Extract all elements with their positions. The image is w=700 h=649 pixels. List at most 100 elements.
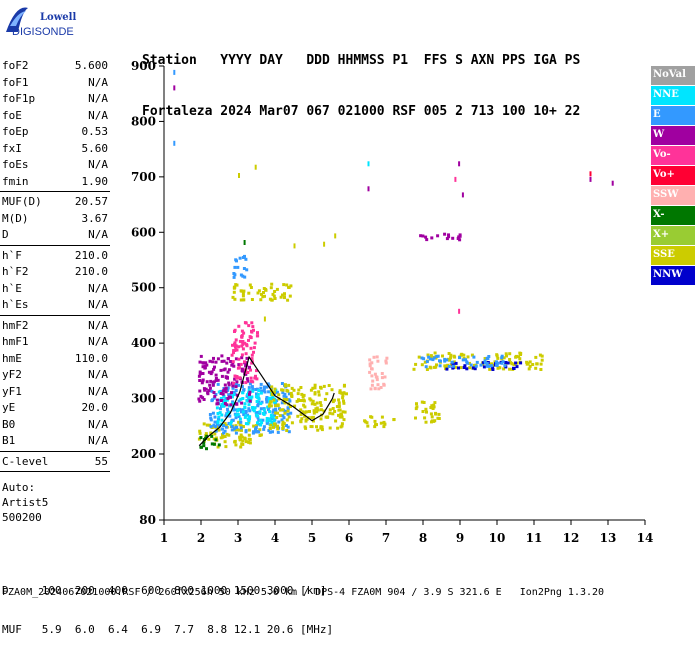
echo-point: [207, 437, 211, 441]
echo-point: [240, 428, 243, 432]
echo-point: [272, 408, 276, 412]
param-row: h`E N/A: [0, 281, 110, 298]
echo-point: [267, 397, 271, 401]
echo-point: [221, 433, 224, 437]
echo-point: [206, 391, 210, 394]
echo-point: [231, 384, 235, 388]
echo-point: [415, 402, 418, 406]
echo-point: [315, 401, 319, 405]
echo-point: [199, 354, 203, 358]
echo-point: [254, 374, 257, 378]
echo-point: [268, 417, 272, 421]
echo-point: [414, 416, 417, 420]
echo-point: [434, 356, 438, 360]
echo-point: [302, 403, 306, 407]
x-tick-label: 5: [308, 531, 316, 545]
echo-point: [370, 383, 374, 387]
legend-item: X+: [651, 226, 695, 245]
echo-point: [293, 404, 297, 408]
echo-point: [225, 361, 229, 365]
echo-point: [443, 357, 447, 361]
echo-point: [225, 398, 229, 402]
echo-point: [283, 411, 287, 415]
echo-point: [309, 388, 313, 392]
echo-point: [249, 368, 252, 372]
echo-point: [248, 409, 252, 413]
echo-point: [224, 445, 228, 449]
echo-point: [313, 392, 317, 396]
param-label: foF2: [2, 59, 29, 72]
muf-row: MUF 5.9 6.0 6.4 6.9 7.7 8.8 12.1 20.6 [M…: [2, 623, 334, 636]
echo-point: [211, 383, 215, 387]
echo-point: [514, 354, 518, 358]
param-value: N/A: [88, 158, 108, 171]
echo-point: [589, 171, 592, 177]
echo-point: [226, 357, 230, 361]
echo-point: [219, 407, 222, 411]
echo-point: [250, 321, 254, 325]
echo-point: [262, 412, 266, 416]
echo-point: [423, 360, 427, 364]
echo-point: [216, 412, 220, 415]
echo-point: [247, 366, 251, 370]
echo-point: [214, 393, 218, 396]
echo-point: [271, 393, 275, 397]
echo-point: [504, 361, 508, 364]
echo-point: [337, 408, 341, 412]
echo-point: [213, 420, 217, 424]
echo-point: [301, 410, 305, 414]
echo-point: [257, 289, 261, 293]
echo-point: [252, 346, 256, 350]
echo-point: [267, 390, 271, 394]
echo-point: [299, 419, 303, 423]
echo-point: [326, 415, 330, 419]
echo-point: [257, 418, 261, 422]
echo-point: [225, 403, 229, 407]
echo-point: [320, 428, 324, 432]
echo-point: [273, 297, 277, 300]
logo-text-lowell: Lowell: [40, 12, 76, 23]
echo-point: [220, 354, 224, 358]
echo-point: [261, 418, 265, 422]
echo-point: [280, 401, 284, 405]
y-tick-label: 500: [131, 281, 156, 295]
echo-point: [377, 387, 381, 391]
echo-point: [272, 294, 276, 298]
echo-point: [439, 359, 442, 363]
echo-point: [496, 361, 500, 365]
echo-point: [236, 413, 240, 416]
echo-point: [235, 380, 239, 384]
echo-point: [422, 401, 426, 404]
echo-point: [512, 363, 516, 367]
echo-point: [420, 400, 424, 404]
param-divider: [0, 471, 110, 472]
echo-point: [300, 392, 304, 396]
echo-point: [212, 425, 216, 429]
x-tick-label: 11: [526, 531, 543, 545]
echo-point: [276, 403, 280, 407]
echo-point: [243, 405, 247, 409]
echo-point: [263, 390, 267, 394]
param-value: N/A: [88, 75, 108, 89]
echo-point: [611, 180, 614, 186]
echo-point: [238, 417, 242, 421]
echo-point: [525, 360, 529, 364]
echo-point: [250, 361, 254, 365]
echo-point: [469, 363, 473, 367]
echo-point: [212, 367, 216, 371]
param-row: B1 N/A: [0, 433, 110, 450]
param-row: foF2 5.600: [0, 58, 110, 75]
echo-point: [235, 425, 239, 429]
echo-point: [463, 364, 467, 368]
echo-point: [341, 396, 345, 400]
echo-point: [232, 427, 236, 431]
distance-row: D 100 200 400 600 800 1000 1500 3000 [km…: [2, 584, 327, 597]
echo-point: [447, 233, 450, 237]
echo-point: [212, 391, 216, 394]
echo-point: [472, 355, 476, 359]
x-tick-label: 14: [637, 531, 654, 545]
echo-point: [380, 415, 384, 419]
echo-point: [443, 232, 447, 236]
echo-point: [213, 432, 217, 436]
echo-point: [250, 353, 254, 357]
